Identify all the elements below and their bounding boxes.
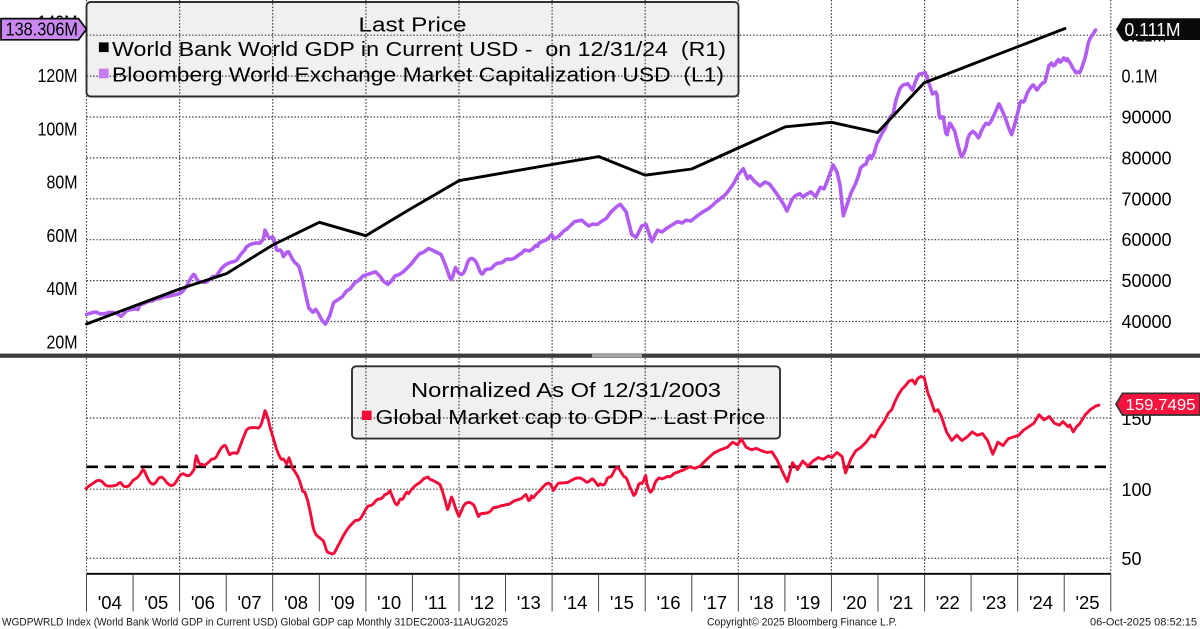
svg-text:'16: '16 xyxy=(656,592,680,613)
svg-text:'18: '18 xyxy=(750,592,774,613)
svg-text:Last Price: Last Price xyxy=(359,14,467,37)
svg-text:90000: 90000 xyxy=(1122,108,1172,128)
svg-text:40M: 40M xyxy=(47,279,78,299)
svg-text:Copyright© 2025 Bloomberg Fina: Copyright© 2025 Bloomberg Finance L.P. xyxy=(707,617,897,629)
svg-text:138.306M: 138.306M xyxy=(6,19,79,40)
svg-text:120M: 120M xyxy=(38,66,78,86)
svg-text:'21: '21 xyxy=(889,592,913,613)
svg-text:80M: 80M xyxy=(47,173,78,193)
svg-text:50000: 50000 xyxy=(1122,271,1172,291)
svg-text:20M: 20M xyxy=(47,333,78,353)
svg-text:'05: '05 xyxy=(144,592,168,613)
svg-text:0.1M: 0.1M xyxy=(1122,67,1158,87)
svg-text:'19: '19 xyxy=(796,592,820,613)
svg-text:'14: '14 xyxy=(563,592,587,613)
svg-text:'23: '23 xyxy=(982,592,1006,613)
svg-text:'07: '07 xyxy=(237,592,261,613)
svg-text:'17: '17 xyxy=(703,592,727,613)
svg-text:WGDPWRLD Index (World Bank Wor: WGDPWRLD Index (World Bank World GDP in … xyxy=(2,617,508,629)
svg-text:100: 100 xyxy=(1122,480,1152,500)
svg-text:0.111M: 0.111M xyxy=(1125,19,1181,40)
svg-text:'12: '12 xyxy=(470,592,494,613)
svg-text:159.7495: 159.7495 xyxy=(1126,397,1196,414)
svg-text:80000: 80000 xyxy=(1122,148,1172,168)
svg-text:Bloomberg World Exchange Marke: Bloomberg World Exchange Market Capitali… xyxy=(112,64,724,87)
svg-text:Global Market cap to GDP - Las: Global Market cap to GDP - Last Price xyxy=(376,406,766,429)
svg-text:World Bank World GDP in Curren: World Bank World GDP in Current USD - on… xyxy=(112,38,726,61)
svg-text:100M: 100M xyxy=(38,119,78,139)
svg-text:'22: '22 xyxy=(936,592,960,613)
svg-text:'15: '15 xyxy=(610,592,634,613)
svg-text:'08: '08 xyxy=(284,592,308,613)
svg-text:'06: '06 xyxy=(191,592,215,613)
svg-text:'25: '25 xyxy=(1075,592,1099,613)
svg-text:'10: '10 xyxy=(377,592,401,613)
svg-text:60000: 60000 xyxy=(1122,230,1172,250)
svg-text:40000: 40000 xyxy=(1122,312,1172,332)
svg-text:70000: 70000 xyxy=(1122,189,1172,209)
svg-text:'09: '09 xyxy=(331,592,355,613)
svg-text:'24: '24 xyxy=(1029,592,1053,613)
svg-text:06-Oct-2025 08:52:15: 06-Oct-2025 08:52:15 xyxy=(1090,617,1197,629)
svg-text:'04: '04 xyxy=(98,592,122,613)
svg-text:60M: 60M xyxy=(47,226,78,246)
svg-text:Normalized As Of 12/31/2003: Normalized As Of 12/31/2003 xyxy=(411,379,721,402)
svg-text:50: 50 xyxy=(1122,549,1142,569)
svg-text:'20: '20 xyxy=(843,592,867,613)
svg-text:'13: '13 xyxy=(517,592,541,613)
svg-text:'11: '11 xyxy=(424,592,447,613)
